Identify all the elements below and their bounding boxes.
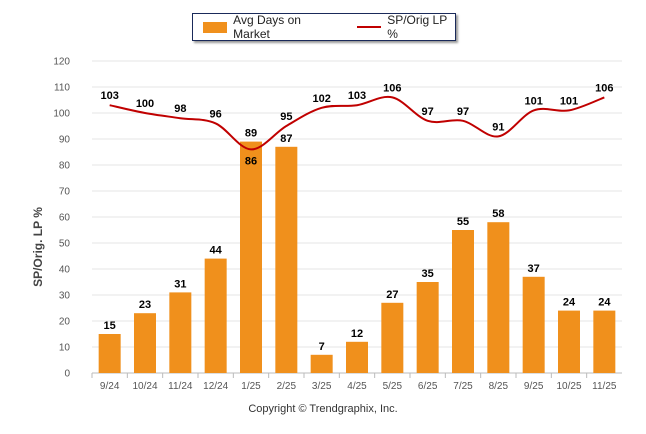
- line-data-label: 96: [210, 108, 222, 120]
- x-tick-label: 10/24: [132, 381, 157, 392]
- bar: [558, 310, 580, 373]
- line-data-label: 101: [560, 95, 578, 107]
- bar-data-label: 55: [457, 216, 469, 228]
- bar: [169, 292, 192, 373]
- y-tick-label: 80: [59, 161, 71, 172]
- x-tick-label: 11/25: [592, 381, 617, 392]
- y-tick-label: 70: [59, 187, 71, 198]
- x-tick-label: 9/24: [100, 381, 120, 392]
- x-tick-label: 7/25: [453, 381, 473, 392]
- x-tick-label: 4/25: [347, 381, 367, 392]
- line-series: [109, 95, 605, 151]
- x-tick-label: 9/25: [524, 381, 544, 392]
- legend-swatch-bar: [203, 21, 228, 33]
- line-data-label: 106: [383, 82, 401, 94]
- bar: [204, 258, 227, 373]
- bar-data-label: 89: [245, 128, 257, 140]
- x-tick-label: 3/25: [312, 381, 332, 392]
- bar-data-label: 24: [598, 297, 611, 309]
- bar-data-label: 35: [422, 268, 434, 280]
- bar-data-label: 12: [351, 328, 363, 340]
- legend: Avg Days on Market SP/Orig LP %: [192, 13, 456, 41]
- x-tick-label: 11/24: [168, 381, 193, 392]
- line-data-label: 101: [524, 95, 542, 107]
- y-tick-label: 20: [59, 317, 71, 328]
- line-data-label: 106: [595, 82, 613, 94]
- legend-item-bar: Avg Days on Market: [203, 13, 333, 41]
- legend-label: Avg Days on Market: [233, 13, 301, 41]
- bar-data-label: 58: [492, 208, 504, 220]
- y-tick-label: 30: [59, 291, 71, 302]
- line-data-label: 97: [422, 106, 434, 118]
- bar: [487, 222, 510, 373]
- y-tick-label: 100: [53, 109, 70, 120]
- x-tick-label: 5/25: [383, 381, 403, 392]
- x-tick-label: 6/25: [418, 381, 438, 392]
- x-tick-label: 8/25: [489, 381, 509, 392]
- bar-data-label: 24: [563, 297, 576, 309]
- bar-data-label: 44: [210, 245, 223, 257]
- legend-item-line: SP/Orig LP %: [343, 13, 455, 41]
- x-tick-label: 10/25: [556, 381, 581, 392]
- bar: [522, 276, 545, 373]
- legend-label: SP/Orig LP %: [387, 13, 448, 41]
- y-tick-label: 40: [59, 265, 71, 276]
- x-tick-label: 1/25: [241, 381, 261, 392]
- bar: [346, 341, 368, 373]
- bar-data-label: 23: [139, 299, 151, 311]
- bar: [134, 313, 156, 373]
- bar: [98, 334, 121, 373]
- y-tick-label: 10: [59, 343, 71, 354]
- copyright: Copyright © Trendgraphix, Inc.: [248, 403, 398, 415]
- bar: [275, 146, 298, 373]
- y-tick-label: 110: [54, 83, 70, 94]
- y-axis-label: SP/Orig. LP %: [31, 207, 45, 287]
- line-data-label: 102: [312, 93, 330, 105]
- y-tick-label: 120: [53, 57, 70, 68]
- bar-data-label: 15: [104, 320, 116, 332]
- x-tick-label: 12/24: [203, 381, 228, 392]
- y-tick-label: 60: [59, 213, 71, 224]
- bar-data-label: 87: [280, 133, 292, 145]
- bar: [381, 302, 404, 373]
- bar-data-label: 27: [386, 289, 398, 301]
- line-data-label: 103: [348, 90, 366, 102]
- y-tick-label: 0: [64, 369, 70, 380]
- bar-data-label: 37: [528, 263, 540, 275]
- line-data-label: 100: [136, 98, 154, 110]
- legend-swatch-line: [357, 26, 382, 28]
- bar: [240, 141, 262, 373]
- line-data-label: 97: [457, 106, 469, 118]
- line-data-label: 95: [280, 111, 292, 123]
- bar: [416, 282, 439, 373]
- line-data-label: 98: [174, 103, 186, 115]
- y-tick-label: 50: [59, 239, 71, 250]
- line-data-label: 103: [100, 90, 118, 102]
- bar: [593, 310, 616, 373]
- bar: [310, 354, 333, 373]
- line-data-label: 91: [492, 121, 504, 133]
- bar: [452, 230, 474, 373]
- bar-data-label: 31: [174, 278, 186, 290]
- line-data-label: 86: [245, 155, 257, 167]
- y-tick-label: 90: [59, 135, 71, 146]
- bar-data-label: 7: [319, 341, 325, 353]
- x-tick-label: 2/25: [277, 381, 297, 392]
